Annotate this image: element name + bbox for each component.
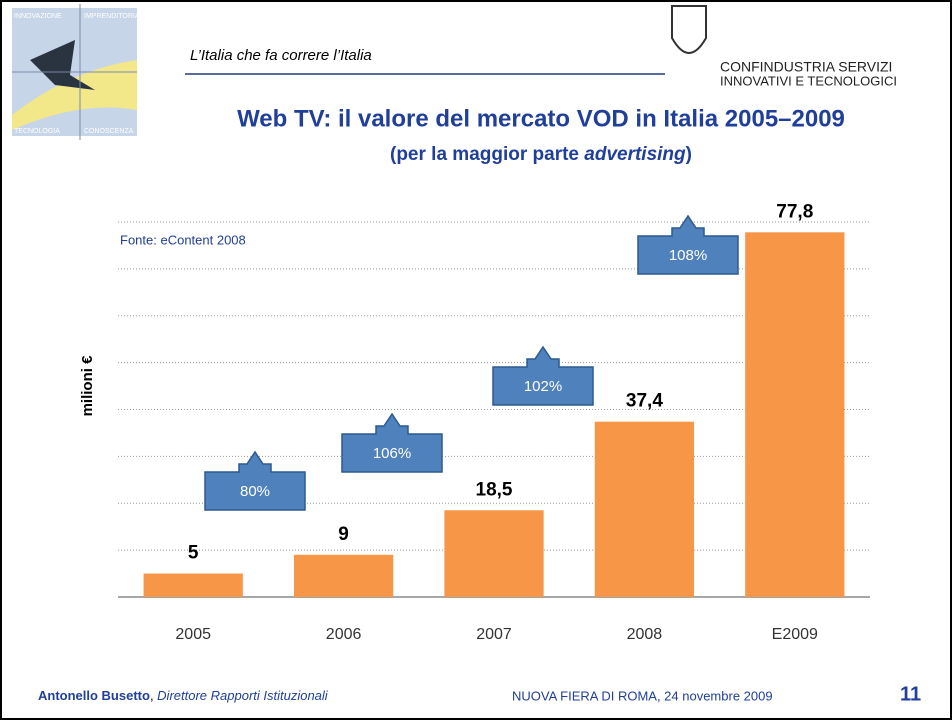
x-tick-label: E2009 — [772, 626, 818, 643]
subtitle-part: (per la maggior parte — [390, 144, 584, 165]
bar — [745, 232, 844, 597]
bar — [595, 422, 694, 597]
logo-text: IMPRENDITORIA — [84, 13, 140, 20]
footer-event: NUOVA FIERA DI ROMA, 24 novembre 2009 — [512, 688, 773, 703]
growth-label: 80% — [240, 483, 270, 500]
x-tick-label: 2007 — [476, 626, 512, 643]
value-label: 37,4 — [626, 391, 663, 412]
slide: INNOVAZIONE IMPRENDITORIA TECNOLOGIA CON… — [0, 0, 952, 720]
value-label: 9 — [338, 524, 349, 545]
bar — [444, 510, 543, 597]
brand-text: INNOVATIVI E TECNOLOGICI — [720, 73, 897, 88]
subtitle-italic: advertising — [584, 144, 686, 165]
chart-source: Fonte: eContent 2008 — [120, 232, 246, 247]
logo-text: CONOSCENZA — [84, 128, 134, 135]
value-label: 77,8 — [776, 201, 813, 222]
bar — [144, 574, 243, 597]
value-label: 18,5 — [476, 479, 513, 500]
subtitle-part: ) — [686, 144, 692, 165]
footer-sep: , — [150, 688, 157, 703]
growth-label: 102% — [524, 378, 562, 395]
footer: Antonello Busetto, Direttore Rapporti Is… — [38, 688, 329, 703]
footer-author: Antonello Busetto — [38, 688, 150, 703]
growth-label: 106% — [373, 445, 411, 462]
page-number: 11 — [900, 683, 921, 705]
footer-role: Direttore Rapporti Istituzionali — [157, 688, 329, 703]
x-tick-label: 2005 — [175, 626, 211, 643]
brand-text: CONFINDUSTRIA SERVIZI — [720, 59, 892, 75]
logo-left: INNOVAZIONE IMPRENDITORIA TECNOLOGIA CON… — [12, 4, 140, 140]
x-tick-label: 2008 — [627, 626, 663, 643]
value-label: 5 — [188, 543, 199, 564]
tagline: L’Italia che fa correre l’Italia — [190, 47, 372, 64]
logo-text: INNOVAZIONE — [14, 13, 62, 20]
page: INNOVAZIONE IMPRENDITORIA TECNOLOGIA CON… — [0, 0, 952, 720]
slide-title: Web TV: il valore del mercato VOD in Ita… — [237, 105, 845, 132]
x-tick-label: 2006 — [326, 626, 362, 643]
y-axis-label: milioni € — [79, 355, 96, 417]
slide-subtitle: (per la maggior parte advertising) — [390, 144, 692, 165]
growth-label: 108% — [669, 247, 707, 264]
logo-text: TECNOLOGIA — [14, 128, 60, 135]
bar — [294, 555, 393, 597]
